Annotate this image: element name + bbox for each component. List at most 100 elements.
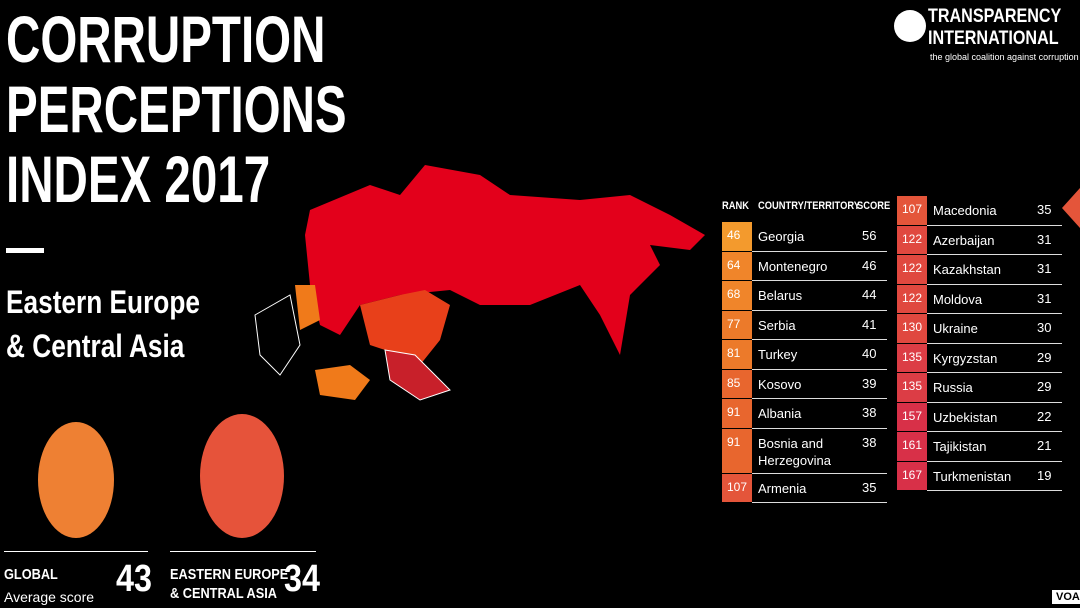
title-line: PERCEPTIONS bbox=[6, 72, 347, 146]
table-row: 91 Albania 38 bbox=[722, 399, 887, 429]
country-cell: Uzbekistan bbox=[927, 403, 1037, 432]
country-cell: Russia bbox=[927, 373, 1037, 403]
logo-tagline: the global coalition against corruption bbox=[930, 52, 1079, 62]
summary-label: & CENTRAL ASIA bbox=[170, 585, 277, 602]
rank-cell: 68 bbox=[722, 281, 752, 310]
table-row: 130 Ukraine 30 bbox=[897, 314, 1062, 344]
table-row: 107 Macedonia 35 bbox=[897, 196, 1062, 226]
score-cell: 21 bbox=[1037, 432, 1062, 462]
rank-cell: 157 bbox=[897, 402, 927, 431]
rank-cell: 122 bbox=[897, 284, 927, 313]
title-line: CORRUPTION bbox=[6, 2, 326, 76]
score-cell: 38 bbox=[862, 429, 887, 474]
arrow bbox=[1062, 188, 1080, 228]
rank-cell: 107 bbox=[897, 196, 927, 225]
country-cell: Turkey bbox=[752, 340, 862, 370]
rank-cell: 91 bbox=[722, 428, 752, 473]
map-region bbox=[295, 285, 320, 330]
score-cell: 22 bbox=[1037, 403, 1062, 432]
logo: TRANSPARENCY INTERNATIONAL the global co… bbox=[894, 5, 1079, 62]
rank-cell: 107 bbox=[722, 473, 752, 502]
rank-cell: 122 bbox=[897, 225, 927, 254]
rank-cell: 130 bbox=[897, 314, 927, 343]
rank-cell: 91 bbox=[722, 399, 752, 428]
rank-cell: 161 bbox=[897, 432, 927, 461]
country-cell: Azerbaijan bbox=[927, 226, 1037, 255]
map-region bbox=[384, 349, 451, 401]
table-row: 161 Tajikistan 21 bbox=[897, 432, 1062, 462]
title-line: INDEX 2017 bbox=[6, 142, 271, 216]
score-cell: 46 bbox=[862, 252, 887, 281]
map-region bbox=[360, 290, 450, 365]
country-cell: Moldova bbox=[927, 285, 1037, 314]
table-row: 85 Kosovo 39 bbox=[722, 369, 887, 399]
table-row: 135 Kyrgyzstan 29 bbox=[897, 343, 1062, 373]
table-row: 68 Belarus 44 bbox=[722, 281, 887, 311]
map-region bbox=[315, 365, 370, 400]
table-row: 122 Kazakhstan 31 bbox=[897, 255, 1062, 285]
summary-value: 43 bbox=[116, 558, 152, 600]
country-cell: Montenegro bbox=[752, 252, 862, 281]
global-circle bbox=[38, 422, 114, 538]
table-row: 122 Moldova 31 bbox=[897, 284, 1062, 314]
country-cell: Tajikistan bbox=[927, 432, 1037, 462]
summary-label: GLOBAL bbox=[4, 566, 58, 583]
rank-cell: 77 bbox=[722, 310, 752, 339]
rank-cell: 85 bbox=[722, 369, 752, 398]
score-cell: 29 bbox=[1037, 373, 1062, 403]
country-cell: Turkmenistan bbox=[927, 462, 1037, 491]
table-row: 81 Turkey 40 bbox=[722, 340, 887, 370]
score-cell: 39 bbox=[862, 370, 887, 399]
score-cell: 30 bbox=[1037, 314, 1062, 344]
summary-label: EASTERN EUROPE bbox=[170, 566, 289, 583]
country-cell: Kyrgyzstan bbox=[927, 344, 1037, 373]
logo-text: TRANSPARENCY bbox=[928, 5, 1062, 27]
rank-cell: 46 bbox=[722, 222, 752, 251]
country-cell: Georgia bbox=[752, 222, 862, 252]
rank-cell: 64 bbox=[722, 251, 752, 280]
country-cell: Ukraine bbox=[927, 314, 1037, 344]
score-cell: 38 bbox=[862, 399, 887, 429]
map-region bbox=[254, 294, 301, 376]
score-cell: 31 bbox=[1037, 285, 1062, 314]
summary-sublabel: Average score bbox=[4, 589, 95, 605]
map bbox=[254, 165, 705, 401]
country-cell: Belarus bbox=[752, 281, 862, 311]
rank-cell: 135 bbox=[897, 373, 927, 402]
country-cell: Albania bbox=[752, 399, 862, 429]
summary-value: 34 bbox=[284, 558, 320, 600]
table-row: 46 Georgia 56 bbox=[722, 222, 887, 252]
map-region bbox=[305, 165, 705, 355]
score-cell: 35 bbox=[1037, 196, 1062, 226]
country-cell: Kazakhstan bbox=[927, 255, 1037, 285]
table-row: 135 Russia 29 bbox=[897, 373, 1062, 403]
table-row: 64 Montenegro 46 bbox=[722, 251, 887, 281]
score-cell: 31 bbox=[1037, 226, 1062, 255]
column-header: COUNTRY/TERRITORY bbox=[758, 200, 860, 212]
region-line: & Central Asia bbox=[6, 328, 185, 364]
table-row: 91 Bosnia and Herzegovina 38 bbox=[722, 428, 887, 474]
watermark: VOA bbox=[1052, 590, 1080, 604]
score-cell: 40 bbox=[862, 340, 887, 370]
table-row: 107 Armenia 35 bbox=[722, 473, 887, 503]
region-circle bbox=[200, 414, 284, 538]
table-row: 77 Serbia 41 bbox=[722, 310, 887, 340]
rank-cell: 81 bbox=[722, 340, 752, 369]
divider bbox=[170, 551, 316, 552]
table-row: 167 Turkmenistan 19 bbox=[897, 461, 1062, 491]
country-cell: Armenia bbox=[752, 474, 862, 503]
country-cell: Bosnia and Herzegovina bbox=[752, 429, 862, 474]
rank-cell: 167 bbox=[897, 461, 927, 490]
table-row: 157 Uzbekistan 22 bbox=[897, 402, 1062, 432]
rank-cell: 122 bbox=[897, 255, 927, 284]
column-header: RANK bbox=[722, 200, 750, 212]
country-cell: Kosovo bbox=[752, 370, 862, 399]
logo-icon bbox=[894, 10, 926, 42]
rank-cell: 135 bbox=[897, 343, 927, 372]
table-row: 122 Azerbaijan 31 bbox=[897, 225, 1062, 255]
score-cell: 41 bbox=[862, 311, 887, 340]
region-line: Eastern Europe bbox=[6, 284, 200, 320]
score-cell: 31 bbox=[1037, 255, 1062, 285]
country-cell: Macedonia bbox=[927, 196, 1037, 226]
